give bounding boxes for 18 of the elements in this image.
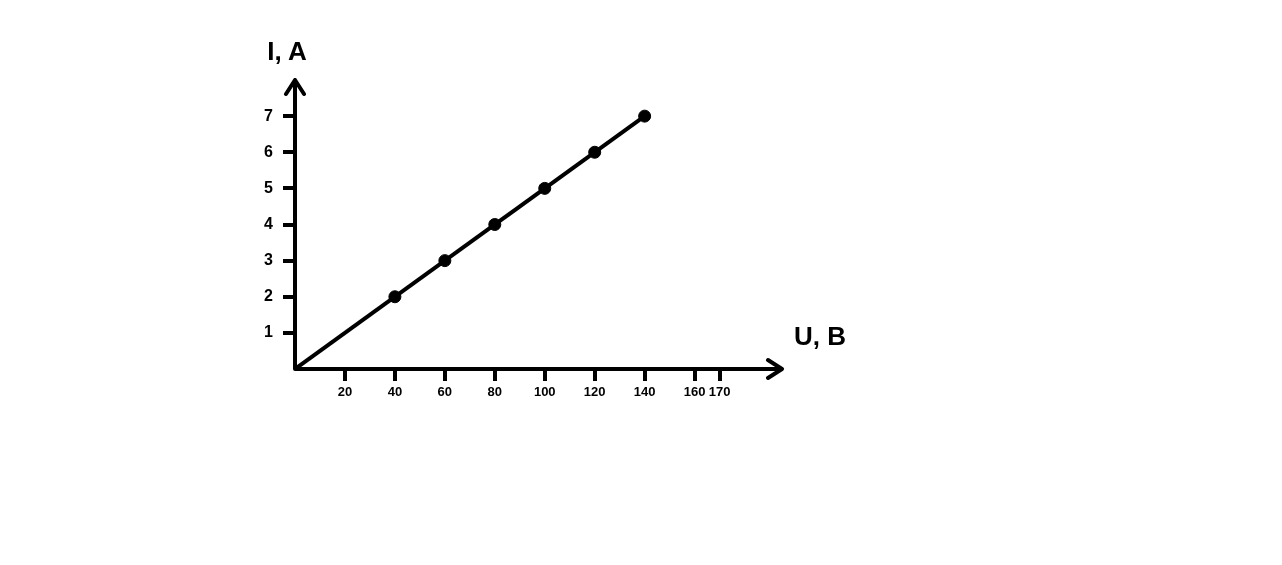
x-tick-label: 20 xyxy=(337,384,353,400)
x-tick-label: 80 xyxy=(487,384,503,400)
y-tick-label: 5 xyxy=(264,178,274,196)
x-tick-label: 120 xyxy=(583,384,606,400)
y-tick-label: 4 xyxy=(264,214,274,232)
x-tick-label: 160 xyxy=(683,384,706,400)
y-tick-label: 1 xyxy=(264,323,274,341)
y-tick-label: 7 xyxy=(264,106,274,124)
x-tick-label: 40 xyxy=(387,384,403,400)
y-tick-label: 2 xyxy=(264,287,274,305)
y-axis-title: I, A xyxy=(267,36,307,67)
x-tick-label: 170 xyxy=(708,384,731,400)
y-tick-label: 3 xyxy=(264,251,274,269)
x-tick-label: 100 xyxy=(533,384,556,400)
y-tick-label: 6 xyxy=(264,142,274,160)
x-tick-label: 140 xyxy=(633,384,656,400)
x-tick-label: 60 xyxy=(437,384,453,400)
x-axis-title: U, B xyxy=(794,321,846,352)
